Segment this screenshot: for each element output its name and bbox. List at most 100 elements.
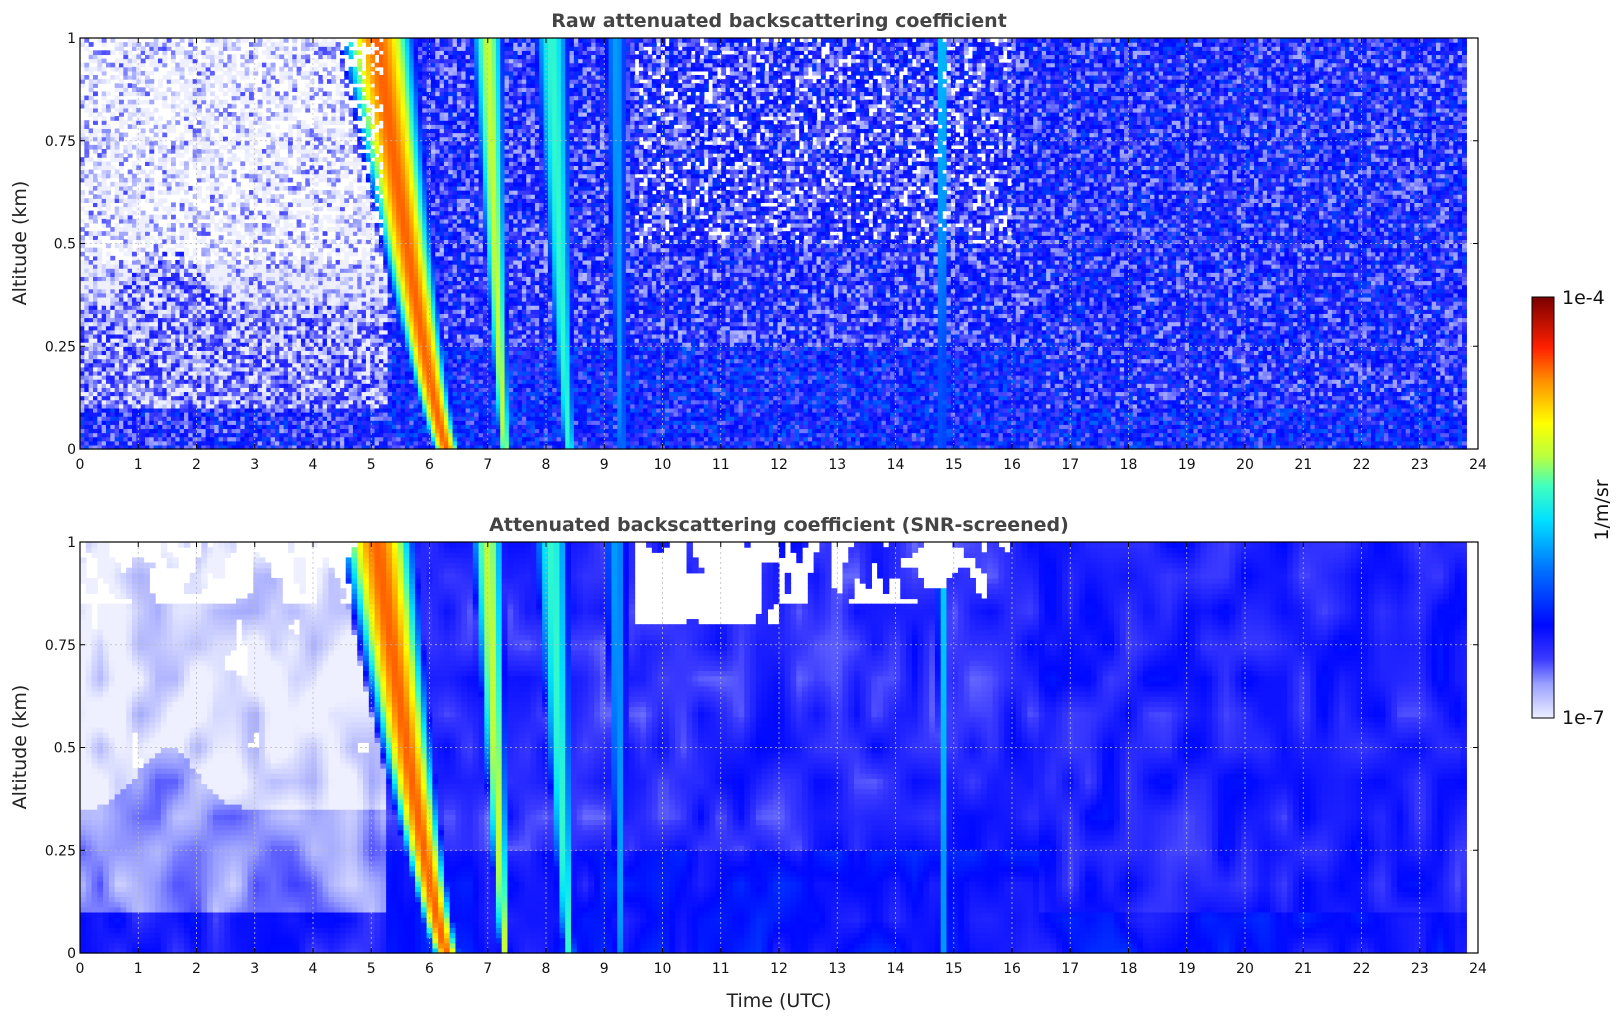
heatmap-cell [162, 322, 167, 327]
heatmap-cell [115, 346, 120, 351]
heatmap-cell [206, 268, 211, 273]
heatmap-cell [128, 309, 133, 314]
heatmap-cell [201, 305, 206, 310]
heatmap-cell [102, 412, 107, 417]
heatmap-cell [206, 79, 211, 84]
heatmap-cell [171, 428, 176, 433]
heatmap-cell [206, 186, 211, 191]
heatmap-cell [214, 252, 219, 257]
heatmap-cell [184, 54, 189, 59]
heatmap-cell [102, 198, 107, 203]
heatmap-cell [201, 124, 206, 129]
heatmap-cell [145, 219, 150, 224]
heatmap-cell [110, 182, 115, 187]
heatmap-cell [97, 293, 102, 298]
heatmap-cell [132, 424, 137, 429]
heatmap-cell [154, 38, 159, 43]
heatmap-cell [210, 412, 215, 417]
heatmap-cell [141, 297, 146, 302]
heatmap-cell [119, 338, 124, 343]
heatmap-cell [115, 145, 120, 150]
heatmap-cell [167, 297, 172, 302]
heatmap-cell [145, 330, 150, 335]
heatmap-cell [141, 387, 146, 392]
heatmap-cell [119, 186, 124, 191]
heatmap-cell [171, 396, 176, 401]
heatmap-cell [214, 322, 219, 327]
heatmap-cell [162, 91, 167, 96]
heatmap-cell [128, 433, 133, 438]
heatmap-cell [201, 433, 206, 438]
heatmap-cell [132, 79, 137, 84]
heatmap-cell [154, 375, 159, 380]
heatmap-cell [141, 371, 146, 376]
heatmap-cell [97, 363, 102, 368]
heatmap-cell [93, 322, 98, 327]
heatmap-cell [132, 46, 137, 51]
heatmap-cell [162, 124, 167, 129]
heatmap-cell [167, 182, 172, 187]
heatmap-cell [210, 104, 215, 109]
heatmap-cell [106, 285, 111, 290]
heatmap-cell [214, 441, 219, 446]
heatmap-cell [206, 264, 211, 269]
heatmap-cell [128, 437, 133, 442]
heatmap-cell [184, 396, 189, 401]
heatmap-cell [102, 231, 107, 236]
heatmap-cell [128, 330, 133, 335]
heatmap-cell [175, 404, 180, 409]
heatmap-cell [210, 400, 215, 405]
heatmap-cell [175, 149, 180, 154]
heatmap-cell [89, 400, 94, 405]
heatmap-cell [154, 330, 159, 335]
heatmap-cell [214, 301, 219, 306]
heatmap-cell [171, 317, 176, 322]
heatmap-cell [210, 285, 215, 290]
heatmap-cell [158, 227, 163, 232]
heatmap-cell [110, 428, 115, 433]
heatmap-cell [123, 83, 128, 88]
heatmap-cell [136, 359, 141, 364]
heatmap-cell [145, 268, 150, 273]
heatmap-cell [132, 161, 137, 166]
heatmap-cell [115, 264, 120, 269]
heatmap-cell [93, 400, 98, 405]
heatmap-cell [136, 379, 141, 384]
heatmap-cell [84, 322, 89, 327]
heatmap-cell [97, 231, 102, 236]
heatmap-cell [210, 42, 215, 47]
heatmap-cell [115, 317, 120, 322]
heatmap-cell [80, 334, 85, 339]
heatmap-cell [214, 198, 219, 203]
heatmap-cell [175, 182, 180, 187]
heatmap-cell [201, 215, 206, 220]
heatmap-cell [141, 412, 146, 417]
heatmap-cell [171, 424, 176, 429]
heatmap-cell [93, 408, 98, 413]
heatmap-cell [188, 91, 193, 96]
heatmap-cell [128, 367, 133, 372]
heatmap-cell [80, 83, 85, 88]
heatmap-cell [115, 67, 120, 72]
heatmap-cell [119, 207, 124, 212]
heatmap-cell [206, 396, 211, 401]
heatmap-cell [210, 182, 215, 187]
heatmap-cell [89, 235, 94, 240]
heatmap-cell [136, 367, 141, 372]
heatmap-cell [89, 330, 94, 335]
heatmap-cell [128, 416, 133, 421]
heatmap-cell [102, 416, 107, 421]
heatmap-cell [201, 276, 206, 281]
heatmap-cell [102, 346, 107, 351]
heatmap-cell [149, 100, 154, 105]
heatmap-cell [115, 400, 120, 405]
heatmap-cell [145, 391, 150, 396]
heatmap-cell [128, 67, 133, 72]
heatmap-cell [132, 256, 137, 261]
heatmap-cell [162, 375, 167, 380]
heatmap-cell [102, 59, 107, 64]
heatmap-cell [106, 305, 111, 310]
heatmap-cell [97, 161, 102, 166]
heatmap-cell [89, 322, 94, 327]
heatmap-cell [158, 354, 163, 359]
